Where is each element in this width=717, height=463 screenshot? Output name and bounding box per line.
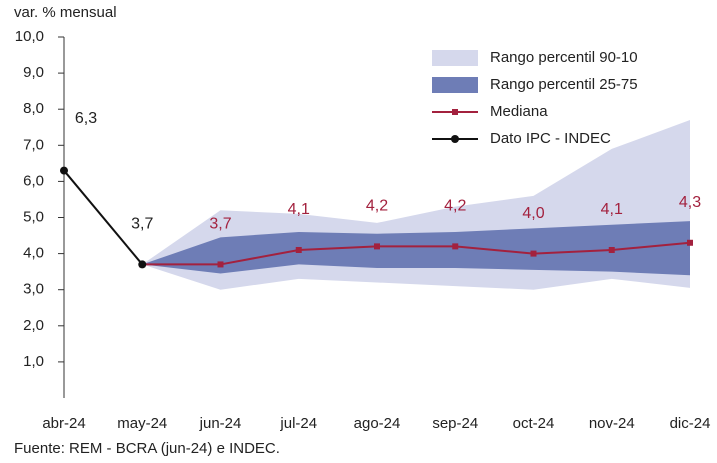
value-label: 4,2: [444, 198, 466, 215]
legend-label: Rango percentil 25-75: [490, 76, 638, 93]
x-tick-label: jun-24: [199, 415, 242, 432]
marker: [452, 243, 459, 250]
legend-swatch: [432, 77, 478, 93]
line: [142, 241, 691, 266]
value-label: 4,1: [601, 201, 623, 218]
marker: [217, 261, 224, 268]
marker: [295, 246, 302, 253]
y-tick-label: 6,0: [23, 172, 44, 189]
legend-swatch: [432, 50, 478, 66]
band: [142, 221, 690, 276]
legend-label: Dato IPC - INDEC: [490, 130, 611, 147]
marker: [374, 243, 380, 250]
x-tick-label: jul-24: [279, 415, 317, 432]
line: [63, 169, 144, 266]
x-tick-label: may-24: [117, 415, 167, 432]
value-label: 4,1: [288, 201, 310, 218]
x-tick-label: dic-24: [670, 415, 711, 432]
y-tick-label: 7,0: [23, 136, 44, 153]
source: Fuente: REM - BCRA (jun-24) e INDEC.: [14, 440, 280, 457]
value-label: 4,3: [679, 194, 701, 211]
marker: [687, 239, 693, 246]
value-label: 4,0: [522, 205, 544, 222]
y-tick-label: 4,0: [23, 245, 44, 262]
legend-label: Rango percentil 90-10: [490, 49, 638, 66]
x-tick-label: ago-24: [354, 415, 401, 432]
y-tick-label: 1,0: [23, 353, 44, 370]
marker: [60, 166, 68, 175]
marker: [138, 260, 147, 269]
legend-marker: [452, 109, 458, 115]
value-label: 4,2: [366, 198, 388, 215]
legend-marker: [451, 135, 459, 143]
x-tick-label: sep-24: [432, 415, 478, 432]
value-label: 3,7: [131, 216, 153, 233]
y-tick-label: 8,0: [23, 100, 44, 117]
y-tick-label: 3,0: [23, 281, 44, 298]
value-label: 6,3: [75, 110, 97, 127]
legend-label: Mediana: [490, 103, 548, 120]
value-label: 3,7: [209, 216, 231, 233]
x-tick-label: nov-24: [589, 415, 635, 432]
x-tick-label: abr-24: [42, 415, 85, 432]
y-axis-label: var. % mensual: [14, 4, 117, 21]
y-tick-label: 9,0: [23, 64, 44, 81]
x-tick-label: oct-24: [513, 415, 555, 432]
y-tick-label: 10,0: [15, 28, 44, 45]
y-tick-label: 2,0: [23, 317, 44, 334]
marker: [530, 250, 537, 257]
marker: [608, 246, 615, 253]
y-tick-label: 5,0: [23, 208, 44, 225]
